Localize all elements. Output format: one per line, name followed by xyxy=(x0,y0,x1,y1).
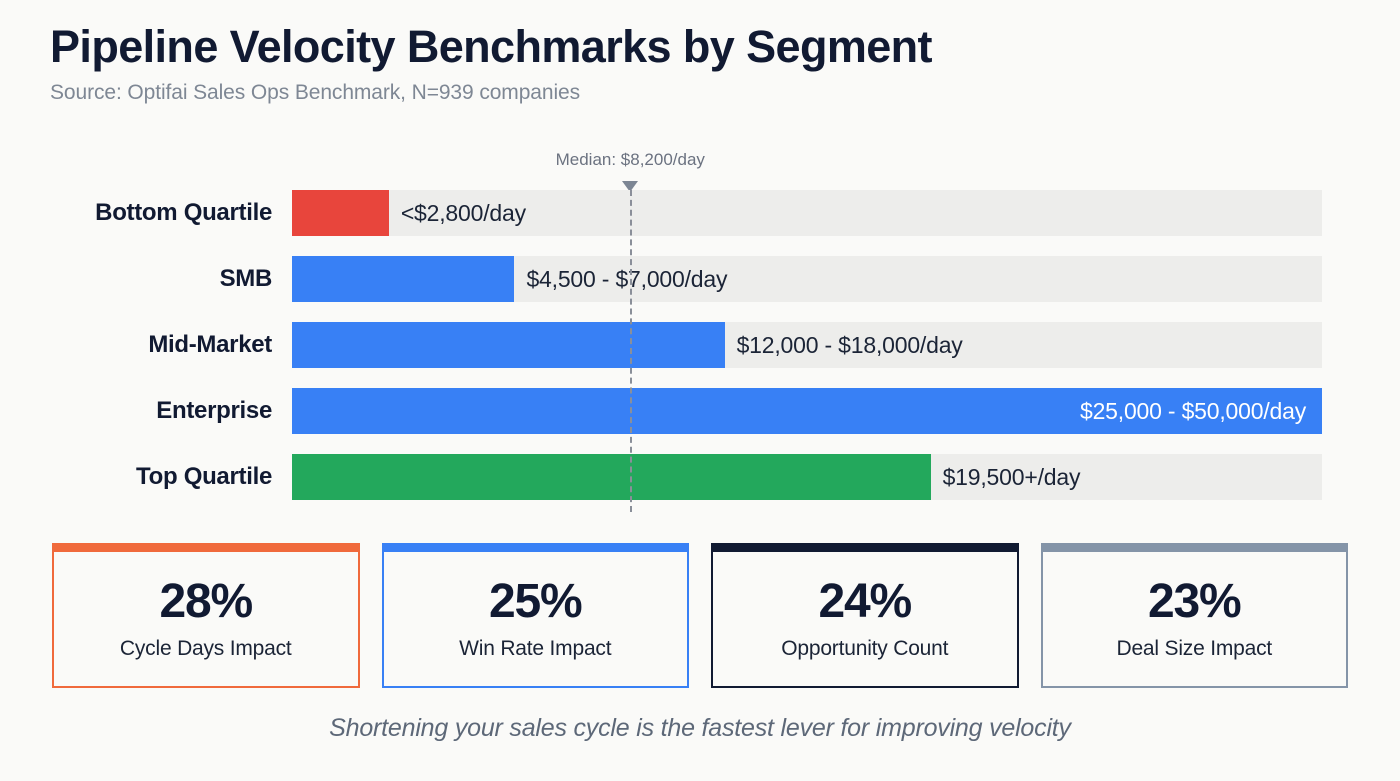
kpi-card-value: 23% xyxy=(1148,574,1242,628)
median-label: Median: $8,200/day xyxy=(555,150,705,169)
kpi-card-label: Opportunity Count xyxy=(781,636,949,660)
chart-header: Pipeline Velocity Benchmarks by Segment … xyxy=(50,21,1350,105)
median-annotation: Median: $8,200/day xyxy=(312,150,1342,196)
bar-value-label: $4,500 - $7,000/day xyxy=(526,265,728,292)
chart-subtitle: Source: Optifai Sales Ops Benchmark, N=9… xyxy=(50,81,580,105)
kpi-card-value: 28% xyxy=(159,574,254,628)
bar-track: <$2,800/day xyxy=(292,190,1322,236)
kpi-card[interactable]: 23% Deal Size Impact xyxy=(1040,543,1348,688)
page-title: Pipeline Velocity Benchmarks by Segment xyxy=(50,21,933,72)
bar-row: Enterprise $25,000 - $50,000/day xyxy=(0,388,1400,434)
bar-value-label: <$2,800/day xyxy=(400,199,526,226)
bar-fill xyxy=(292,190,389,236)
bar-fill xyxy=(292,454,931,500)
bar-row: Top Quartile $19,500+/day xyxy=(0,454,1400,500)
bar-value-label: $19,500+/day xyxy=(942,463,1081,490)
bar-fill xyxy=(292,256,515,302)
bar-category-label: Mid-Market xyxy=(148,331,272,358)
bar-category-label: Top Quartile xyxy=(136,463,272,490)
bar-row: Mid-Market $12,000 - $18,000/day xyxy=(0,322,1400,368)
bar-value-label: $25,000 - $50,000/day xyxy=(1080,397,1306,424)
kpi-card-row: 28% Cycle Days Impact 25% Win Rate Impact 24… xyxy=(52,543,1348,688)
kpi-card-value: 24% xyxy=(818,574,913,628)
bar-category-label: SMB xyxy=(219,265,273,292)
bar-category-label: Enterprise xyxy=(156,397,272,424)
bar-chart-plot-area: Bottom Quartile <$2,800/day SMB $4,500 - $7… xyxy=(0,190,1400,512)
median-caret-icon xyxy=(622,181,639,192)
bar-track: $4,500 - $7,000/day xyxy=(292,256,1322,302)
kpi-card-label: Win Rate Impact xyxy=(459,636,612,660)
bar-track: $12,000 - $18,000/day xyxy=(292,322,1322,368)
bar-row: SMB $4,500 - $7,000/day xyxy=(0,256,1400,302)
bar-fill xyxy=(292,388,1322,434)
bar-category-label: Bottom Quartile xyxy=(95,199,272,226)
bar-row: Bottom Quartile <$2,800/day xyxy=(0,190,1400,236)
bar-value-label: $12,000 - $18,000/day xyxy=(736,331,963,358)
kpi-card-label: Deal Size Impact xyxy=(1116,636,1273,660)
median-reference-line xyxy=(630,190,633,512)
kpi-card[interactable]: 24% Opportunity Count xyxy=(711,543,1019,688)
bar-track: $25,000 - $50,000/day xyxy=(292,388,1322,434)
bar-track: $19,500+/day xyxy=(292,454,1322,500)
kpi-card[interactable]: 28% Cycle Days Impact xyxy=(52,543,360,688)
chart-footnote: Shortening your sales cycle is the faste… xyxy=(329,714,1071,742)
kpi-card-value: 25% xyxy=(489,574,583,628)
bar-fill xyxy=(292,322,725,368)
kpi-card[interactable]: 25% Win Rate Impact xyxy=(381,543,689,688)
kpi-card-label: Cycle Days Impact xyxy=(119,636,292,660)
